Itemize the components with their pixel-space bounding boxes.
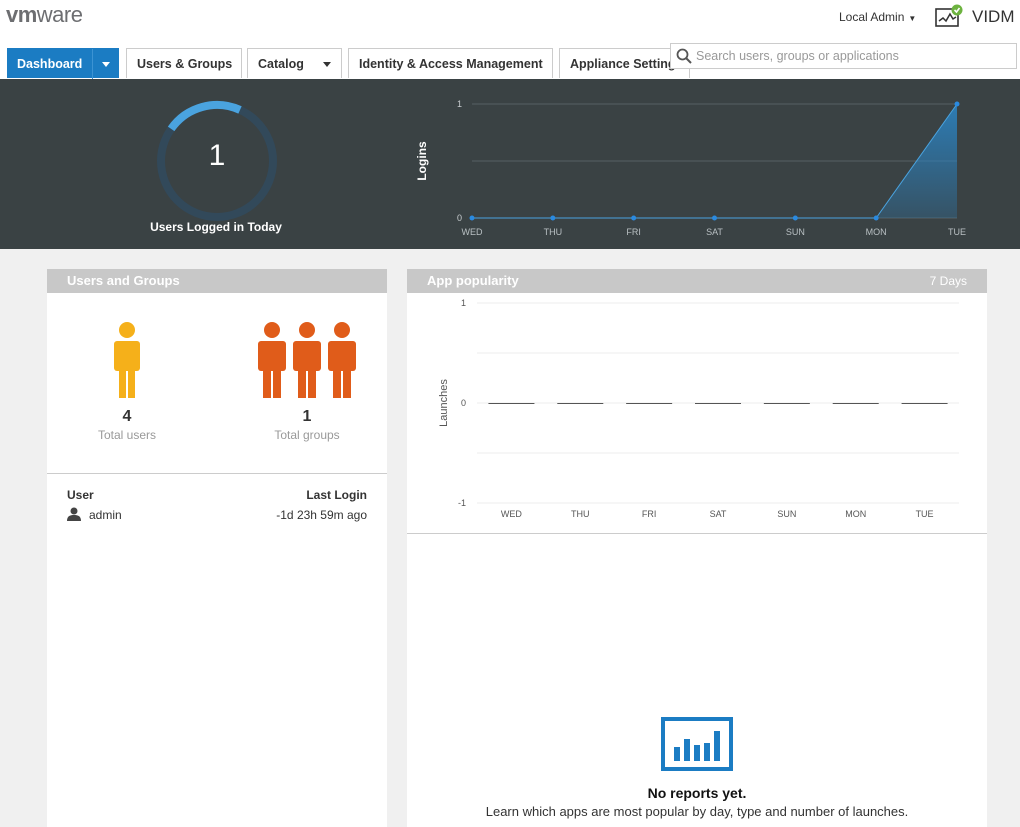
total-users-label: Total users bbox=[97, 428, 157, 442]
data-point bbox=[631, 215, 637, 221]
data-point bbox=[712, 215, 717, 221]
tab-appliance-settings[interactable]: Appliance Settings bbox=[559, 48, 690, 78]
x-tick-label: THU bbox=[571, 509, 590, 519]
x-tick-label: SUN bbox=[786, 227, 805, 237]
column-header-last-login: Last Login bbox=[306, 488, 367, 502]
y-tick-label: 1 bbox=[461, 298, 466, 308]
divider bbox=[407, 533, 987, 534]
total-groups-label: Total groups bbox=[274, 428, 340, 442]
x-tick-label: MON bbox=[845, 509, 866, 519]
x-tick-label: FRI bbox=[626, 227, 641, 237]
app-popularity-header: App popularity 7 Days bbox=[407, 269, 987, 293]
users-groups-header: Users and Groups bbox=[47, 269, 387, 293]
bar bbox=[695, 403, 741, 404]
y-tick-label: 1 bbox=[457, 99, 462, 109]
total-groups-count: 1 bbox=[302, 408, 312, 425]
monitor-check-icon bbox=[935, 4, 963, 27]
x-tick-label: TUE bbox=[916, 509, 934, 519]
bar bbox=[901, 403, 948, 404]
bar bbox=[832, 403, 879, 404]
y-axis-label: Logins bbox=[415, 141, 429, 181]
x-tick-label: SUN bbox=[777, 509, 796, 519]
users-logged-in-count: 1 bbox=[208, 139, 226, 172]
app-label: VIDM bbox=[972, 7, 1015, 26]
series-area bbox=[472, 104, 957, 218]
range-label[interactable]: 7 Days bbox=[929, 274, 967, 288]
header: vmware Local Admin ▼ VIDM Dashboard Users… bbox=[0, 0, 1020, 79]
data-point bbox=[792, 215, 798, 221]
y-tick-label: 0 bbox=[461, 398, 466, 408]
user-icon bbox=[67, 507, 81, 521]
data-point bbox=[550, 215, 556, 221]
table-row-user[interactable]: admin bbox=[67, 507, 122, 522]
app-popularity-panel: App popularity 7 Days 1 0 -1 Launches WED THU… bbox=[407, 269, 987, 827]
x-tick-label: THU bbox=[544, 227, 563, 237]
x-tick-label: TUE bbox=[948, 227, 966, 237]
y-tick-label: -1 bbox=[458, 498, 466, 508]
y-tick-label: 0 bbox=[457, 213, 462, 223]
x-tick-label: SAT bbox=[706, 227, 723, 237]
no-reports-description: Learn which apps are most popular by day… bbox=[485, 804, 909, 819]
vmware-logo[interactable]: vmware bbox=[6, 2, 83, 27]
divider bbox=[47, 473, 387, 474]
tab-dashboard[interactable]: Dashboard bbox=[7, 48, 119, 79]
x-tick-label: WED bbox=[462, 227, 483, 237]
data-point bbox=[954, 101, 960, 107]
x-tick-label: SAT bbox=[710, 509, 727, 519]
row-last-login: -1d 23h 59m ago bbox=[276, 508, 367, 522]
logins-chart: 0 1 Logins WED THU FRI SAT SUN MON TUE bbox=[415, 99, 966, 237]
no-reports-title: No reports yet. bbox=[647, 785, 747, 801]
row-username: admin bbox=[89, 508, 122, 522]
x-tick-label: MON bbox=[866, 227, 887, 237]
logged-in-gauge bbox=[157, 101, 277, 221]
data-point bbox=[469, 215, 475, 221]
gauge-arc bbox=[157, 101, 277, 221]
bar bbox=[763, 403, 810, 404]
search-icon bbox=[676, 48, 692, 64]
users-logged-in-label: Users Logged in Today bbox=[150, 220, 282, 234]
user-icon bbox=[114, 322, 140, 398]
chevron-down-icon[interactable] bbox=[102, 62, 110, 67]
chevron-down-icon[interactable] bbox=[323, 62, 331, 67]
x-tick-label: FRI bbox=[642, 509, 657, 519]
tab-separator bbox=[92, 49, 93, 79]
total-users-count: 4 bbox=[122, 408, 132, 425]
tab-users-groups[interactable]: Users & Groups bbox=[126, 48, 242, 78]
tab-identity-access[interactable]: Identity & Access Management bbox=[348, 48, 553, 78]
caret-down-icon: ▼ bbox=[908, 14, 917, 23]
data-point bbox=[873, 215, 879, 221]
search-placeholder: Search users, groups or applications bbox=[696, 49, 899, 63]
stats-band: 1 Users Logged in Today 0 1 Logins WED THU FR… bbox=[0, 79, 1020, 249]
tab-catalog[interactable]: Catalog bbox=[247, 48, 342, 78]
x-tick-label: WED bbox=[501, 509, 522, 519]
app-popularity-chart: 1 0 -1 Launches WED THU FRI SAT SUN MON TUE bbox=[438, 298, 959, 519]
search-input[interactable]: Search users, groups or applications bbox=[670, 43, 1017, 69]
bar bbox=[626, 403, 673, 404]
bar bbox=[557, 403, 604, 404]
user-menu-label: Local Admin bbox=[839, 10, 905, 24]
user-menu[interactable]: Local Admin ▼ bbox=[839, 10, 916, 24]
column-header-user: User bbox=[67, 488, 94, 502]
users-groups-panel: Users and Groups 4 Total users 1 Total g… bbox=[47, 269, 387, 827]
bar-chart-icon bbox=[661, 717, 733, 771]
bar bbox=[488, 403, 535, 404]
group-icon bbox=[258, 322, 356, 398]
y-axis-label: Launches bbox=[438, 379, 450, 427]
